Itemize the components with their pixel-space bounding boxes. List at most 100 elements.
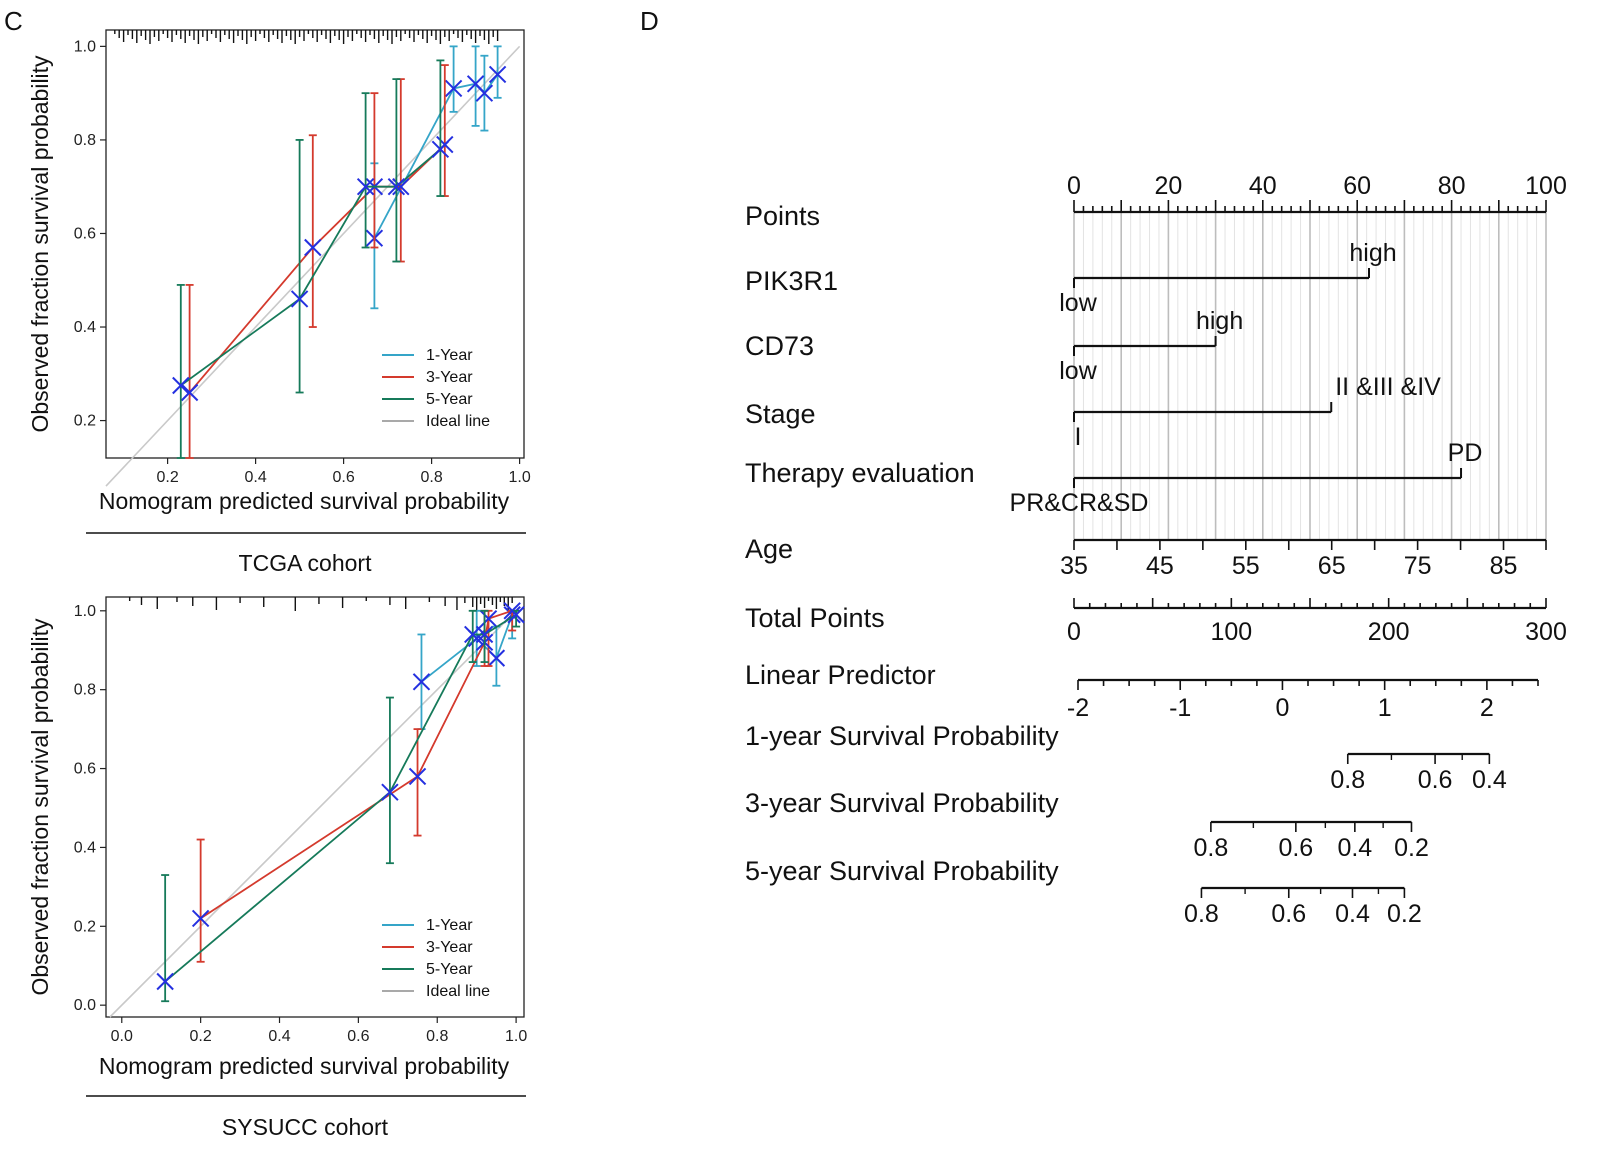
rug-marks xyxy=(128,597,513,611)
y-tick-label: 1.0 xyxy=(74,38,96,55)
calibration-plot-sysucc: 0.0 0.2 0.4 0.6 0.8 1.0 0.0 0.2 0.4 0.6 0.8 1.0 Obs… xyxy=(27,596,528,1140)
scale-label: 0.6 xyxy=(1418,766,1453,794)
x-tick-label: 0.8 xyxy=(426,1028,448,1045)
scale-label: 80 xyxy=(1438,172,1466,200)
y-tick-label: 0.4 xyxy=(74,319,96,336)
point-marker xyxy=(475,84,494,102)
scale-label: 100 xyxy=(1525,172,1567,200)
legend-item: Ideal line xyxy=(382,983,490,1000)
x-tick-label: 1.0 xyxy=(505,1028,527,1045)
scale-label: 0.4 xyxy=(1337,834,1372,862)
level-high: high xyxy=(1349,239,1396,267)
x-tick-label: 0.8 xyxy=(420,469,442,486)
nomogram-row: Stage I II &III &IV xyxy=(745,373,1441,451)
legend-item: 3-Year xyxy=(382,939,473,956)
scale-label: 300 xyxy=(1525,618,1567,646)
y-tick-label: 0.6 xyxy=(74,225,96,242)
point-marker xyxy=(180,383,199,402)
x-tick-label: 0.2 xyxy=(156,469,178,486)
point-marker xyxy=(290,290,309,308)
scale-label: -2 xyxy=(1067,694,1089,722)
y-tick-label: 0.8 xyxy=(74,132,96,149)
panel-label-d: D xyxy=(640,6,659,36)
scale-label: 40 xyxy=(1249,172,1277,200)
panel-label-c: C xyxy=(4,6,23,36)
scale-label: 0.2 xyxy=(1387,900,1422,928)
cohort-title: SYSUCC cohort xyxy=(222,1114,389,1140)
scale-label: 1 xyxy=(1378,694,1392,722)
x-axis-title: Nomogram predicted survival probability xyxy=(99,488,510,514)
nomogram-row: Total Points 0 100 200 300 xyxy=(745,598,1567,646)
point-marker xyxy=(387,177,406,196)
legend: 1-Year 3-Year 5-Year Ideal line xyxy=(382,917,490,1000)
plot-frame xyxy=(105,596,525,1018)
point-marker xyxy=(172,376,190,395)
legend-label: 1-Year xyxy=(426,347,473,364)
level-high: PD xyxy=(1448,439,1483,467)
point-marker xyxy=(412,673,431,691)
level-high: high xyxy=(1196,307,1243,335)
point-marker xyxy=(191,909,210,928)
series-1-year xyxy=(412,606,521,731)
point-marker xyxy=(444,79,463,98)
nomogram-row: 3-year Survival Probability 0.8 0.6 0.4 0.2 xyxy=(745,788,1429,862)
nomogram-row: CD73 low high xyxy=(745,307,1243,385)
axis-ticks: 0.0 0.2 0.4 0.6 0.8 1.0 0.0 0.2 0.4 0.6 0.8 1.0 xyxy=(74,603,528,1045)
level-low: PR&CR&SD xyxy=(1010,489,1149,517)
nomogram-row: Points 0 20 40 60 80 100 xyxy=(745,172,1567,231)
point-marker xyxy=(304,238,322,257)
scale-label: 0.8 xyxy=(1193,834,1228,862)
y-tick-label: 0.6 xyxy=(74,761,96,778)
x-tick-label: 0.4 xyxy=(268,1028,290,1045)
scale-label: 65 xyxy=(1318,552,1346,580)
y-axis-title: Observed fraction survival probability xyxy=(27,55,53,433)
plot-frame xyxy=(105,29,525,459)
point-marker xyxy=(431,140,450,158)
nomogram-row: Age 35 45 55 65 75 85 xyxy=(745,534,1547,580)
row-label: 1-year Survival Probability xyxy=(745,721,1059,751)
scale-label: 0 xyxy=(1275,694,1289,722)
scale-label: 200 xyxy=(1368,618,1410,646)
scale-label: 35 xyxy=(1060,552,1088,580)
series-1-year xyxy=(365,45,507,310)
scale-label: 0.6 xyxy=(1271,900,1306,928)
scale-label: 0 xyxy=(1067,172,1081,200)
x-tick-label: 0.4 xyxy=(244,469,266,486)
scale-label: 75 xyxy=(1404,552,1432,580)
point-marker xyxy=(381,783,399,801)
legend-label: 3-Year xyxy=(426,369,473,386)
series-line xyxy=(420,614,514,683)
scale-label: 100 xyxy=(1210,618,1252,646)
level-low: low xyxy=(1059,357,1097,385)
legend-label: 1-Year xyxy=(426,917,473,934)
rug-marks xyxy=(114,30,499,44)
legend-item: Ideal line xyxy=(382,413,490,430)
row-label: 5-year Survival Probability xyxy=(745,856,1059,886)
row-label: Stage xyxy=(745,399,816,429)
scale-label: 0.4 xyxy=(1472,766,1507,794)
y-tick-label: 0.2 xyxy=(74,413,96,430)
series-line xyxy=(200,609,513,920)
y-tick-label: 0.4 xyxy=(74,839,96,856)
scale-label: 0.4 xyxy=(1335,900,1370,928)
legend: 1-Year 3-Year 5-Year Ideal line xyxy=(382,347,490,430)
scale-label: 60 xyxy=(1343,172,1371,200)
x-tick-label: 0.6 xyxy=(347,1028,369,1045)
legend-item: 3-Year xyxy=(382,369,473,386)
level-high: II &III &IV xyxy=(1335,373,1441,401)
axis-ticks: 0.2 0.4 0.6 0.8 1.0 0.2 0.4 0.6 0.8 1.0 xyxy=(74,38,531,486)
row-label: Therapy evaluation xyxy=(745,458,975,488)
point-marker xyxy=(487,649,506,667)
y-tick-label: 0.0 xyxy=(74,997,96,1014)
scale-label: 20 xyxy=(1154,172,1182,200)
scale-label: 0 xyxy=(1067,618,1081,646)
scale-label: 0.6 xyxy=(1278,834,1313,862)
legend-item: 1-Year xyxy=(382,917,473,934)
x-tick-label: 0.6 xyxy=(332,469,354,486)
y-tick-label: 0.2 xyxy=(74,918,96,935)
x-tick-label: 0.2 xyxy=(190,1028,212,1045)
series-layer xyxy=(156,602,525,1003)
point-marker xyxy=(507,606,525,624)
